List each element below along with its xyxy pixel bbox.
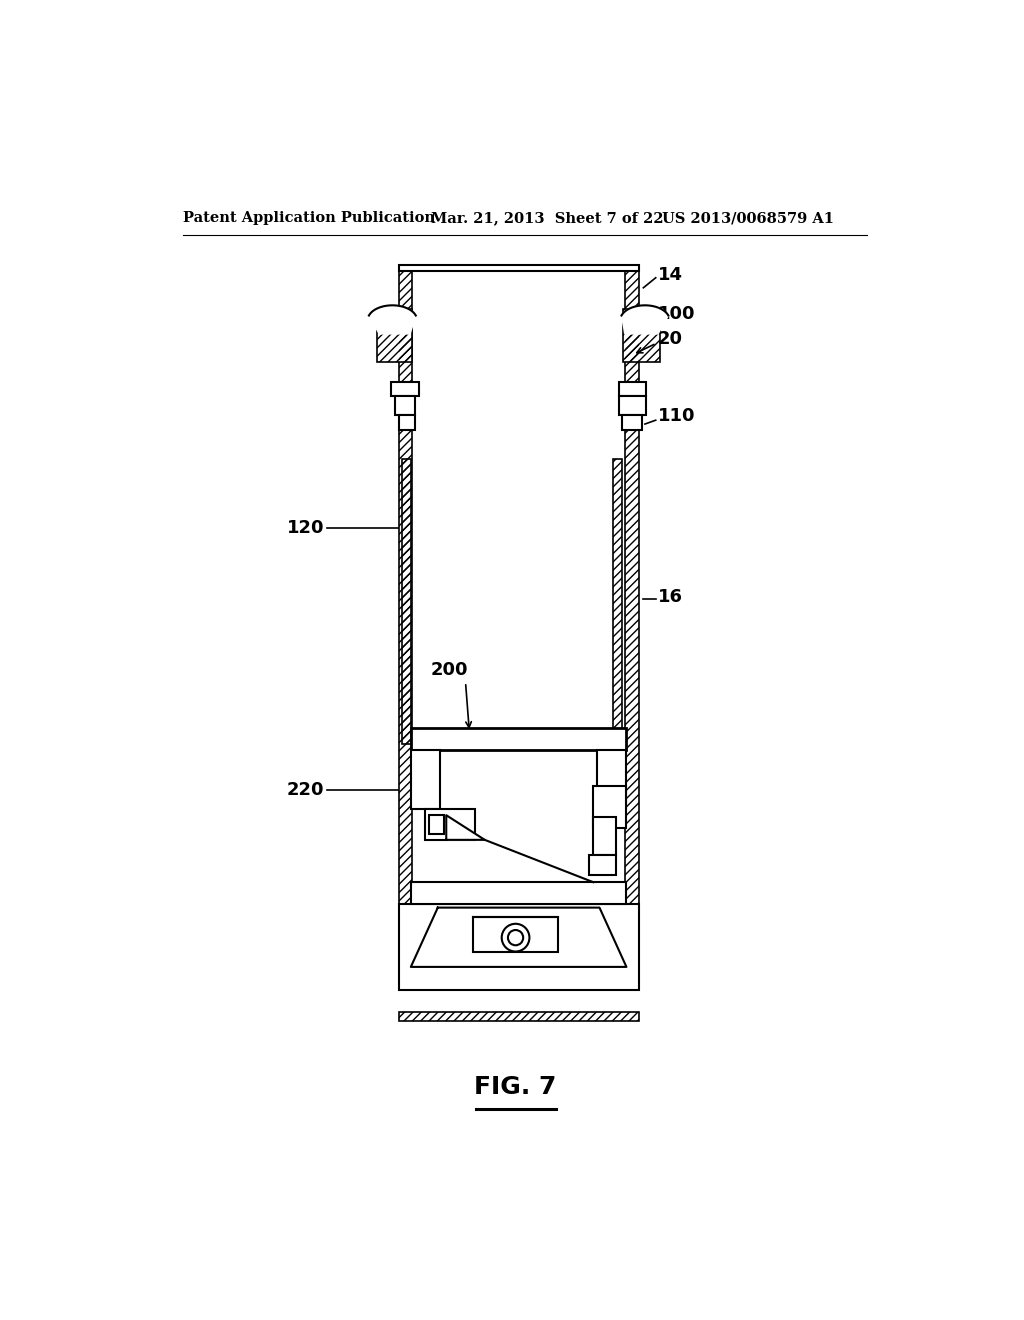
Bar [622,414,642,430]
Bar [612,459,622,743]
Bar [377,309,413,363]
Bar [398,904,413,973]
Text: 16: 16 [658,589,683,606]
Bar [625,904,639,973]
Bar [618,396,646,414]
Bar [398,264,639,271]
Bar [622,414,642,430]
Text: 200: 200 [431,661,468,680]
Bar [401,459,411,743]
Bar [398,1011,639,1020]
Circle shape [508,931,523,945]
Text: Mar. 21, 2013  Sheet 7 of 22: Mar. 21, 2013 Sheet 7 of 22 [431,211,664,226]
Bar [411,750,440,809]
Text: 100: 100 [658,305,695,323]
Bar [593,785,627,829]
Bar [398,265,413,982]
Bar [398,265,413,982]
Bar [395,396,416,414]
Bar [398,414,416,430]
Bar [398,1011,639,1020]
Bar [593,817,616,855]
Bar [398,904,413,973]
Bar [618,381,646,396]
Polygon shape [446,816,484,840]
Bar [398,414,416,430]
Bar [398,904,639,990]
Text: US 2013/0068579 A1: US 2013/0068579 A1 [662,211,834,226]
Bar [597,750,627,809]
Bar [618,396,646,414]
Bar [623,309,660,363]
Bar [618,396,646,414]
Text: 20: 20 [658,330,683,347]
Text: 220: 220 [287,781,325,799]
Bar [391,381,419,396]
Text: 120: 120 [287,519,325,537]
Bar [377,309,413,363]
Bar [625,265,639,982]
Bar [622,414,642,430]
Polygon shape [622,305,669,334]
Text: Patent Application Publication: Patent Application Publication [183,211,435,226]
Bar [623,309,660,363]
Bar [473,917,558,952]
Bar [612,459,622,743]
Bar [429,816,444,834]
Circle shape [502,924,529,952]
Bar [625,904,639,973]
Text: 110: 110 [658,408,695,425]
Bar [411,729,627,750]
Polygon shape [369,305,416,334]
Bar [395,396,416,414]
Bar [395,396,416,414]
Bar [618,381,646,396]
Bar [425,809,475,840]
Polygon shape [411,908,627,966]
Bar [391,381,419,396]
Bar [398,414,416,430]
Bar [391,381,419,396]
Bar [590,855,616,875]
Text: FIG. 7: FIG. 7 [474,1074,557,1100]
Bar [625,265,639,982]
Bar [411,882,627,904]
Bar [401,459,411,743]
Text: 14: 14 [658,267,683,284]
Bar [618,381,646,396]
